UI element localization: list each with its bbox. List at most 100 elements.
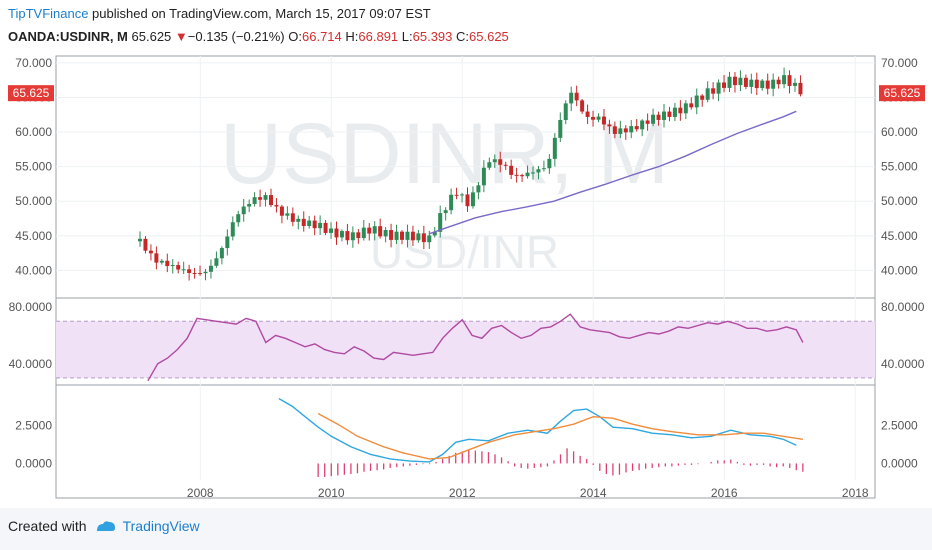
candle-body (416, 233, 421, 241)
candle-body (509, 165, 514, 175)
candle-body (263, 195, 268, 200)
created-with-text: Created with (8, 518, 87, 534)
candle-body (219, 248, 224, 259)
candle-body (296, 218, 301, 222)
tradingview-link[interactable]: TradingView (122, 518, 200, 534)
candle-body (438, 213, 443, 232)
candle-body (607, 124, 612, 127)
macd-tick-label-right: 2.5000 (881, 419, 918, 433)
candle-body (389, 230, 394, 240)
candle-body (247, 203, 252, 207)
candle-body (727, 76, 732, 88)
candle-body (410, 231, 415, 241)
y-tick-label-left: 60.000 (15, 125, 52, 139)
price-tag-label: 65.625 (884, 86, 921, 100)
candle-body (405, 231, 410, 240)
rsi-tick-label-right: 40.0000 (881, 357, 925, 371)
publisher-line: TipTVFinance published on TradingView.co… (8, 6, 431, 21)
candle-body (252, 197, 257, 204)
candle-body (596, 116, 601, 120)
y-tick-label-left: 55.000 (15, 160, 52, 174)
candle-body (214, 258, 219, 266)
last-price: 65.625 (131, 29, 172, 44)
candle-body (612, 126, 617, 134)
candle-body (329, 228, 334, 233)
candle-body (269, 195, 273, 206)
plot-frame (55, 55, 876, 499)
candle-body (372, 226, 377, 234)
candle-body (339, 231, 344, 238)
candle-body (722, 82, 727, 88)
candle-body (454, 194, 459, 196)
candle-body (290, 213, 295, 222)
candle-body (470, 192, 475, 207)
y-tick-label-right: 70.000 (881, 56, 918, 70)
y-tick-label-right: 55.000 (881, 160, 918, 174)
candle-body (236, 214, 241, 223)
symbol-name: OANDA:USDINR, M (8, 29, 128, 44)
signal-line (317, 412, 804, 460)
y-tick-label-right: 45.000 (881, 229, 918, 243)
candle-body (323, 222, 328, 233)
candle-body (520, 175, 525, 177)
candle-body (760, 80, 765, 89)
candle-body (460, 194, 465, 196)
macd-tick-label-left: 2.5000 (15, 419, 52, 433)
candle-body (165, 260, 170, 267)
candle-body (651, 114, 656, 124)
candle-body (787, 75, 792, 86)
candle-body (743, 77, 748, 87)
candle-body (159, 260, 164, 263)
footer: Created with TradingView (8, 518, 200, 534)
watermark-symbol: USDINR, M (220, 106, 669, 202)
candle-body (541, 168, 546, 170)
candle-body (258, 197, 263, 200)
candle-body (525, 172, 530, 177)
chart-area[interactable]: USDINR, M USD/INR 70.00070.00065.00065.0… (0, 0, 932, 510)
candle-body (492, 159, 497, 163)
candle-body (367, 227, 372, 234)
candle-body (585, 111, 590, 117)
candle-body (771, 79, 776, 89)
candle-body (443, 210, 448, 214)
candle-body (503, 164, 508, 166)
candle-body (181, 269, 186, 271)
candle-body (645, 120, 650, 124)
candle-body (274, 205, 279, 207)
candle-body (716, 82, 721, 94)
candle-body (487, 162, 492, 168)
candle-body (514, 174, 519, 176)
candle-body (285, 213, 290, 216)
published-text: published on TradingView.com, March 15, … (88, 6, 431, 21)
candle-body (307, 220, 312, 227)
publisher-brand[interactable]: TipTVFinance (8, 6, 89, 21)
candle-body (558, 119, 563, 138)
candle-body (225, 236, 230, 249)
candle-body (334, 228, 339, 238)
candle-body (356, 232, 361, 239)
candle-body (208, 265, 213, 272)
low-value: 65.393 (412, 29, 453, 44)
symbol-line: OANDA:USDINR, M 65.625 ▼−0.135 (−0.21%) … (8, 29, 509, 44)
candle-body (476, 185, 481, 193)
candle-body (421, 233, 426, 243)
price-tag (8, 85, 54, 102)
open-label: O: (288, 29, 302, 44)
candle-body (569, 92, 574, 104)
candle-body (601, 116, 606, 125)
candle-body (776, 79, 781, 85)
candle-body (629, 126, 634, 133)
candle-body (176, 265, 181, 270)
candle-body (591, 116, 596, 120)
y-tick-label-left: 50.000 (15, 194, 52, 208)
moving-average-line (429, 110, 797, 235)
close-label: C: (456, 29, 470, 44)
candle-body (432, 231, 437, 236)
candle-body (678, 107, 683, 114)
price-tag (879, 85, 925, 102)
candle-body (640, 120, 645, 130)
candle-body (689, 103, 694, 108)
candle-body (711, 88, 716, 94)
candle-body (683, 103, 688, 114)
candle-body (230, 222, 235, 237)
